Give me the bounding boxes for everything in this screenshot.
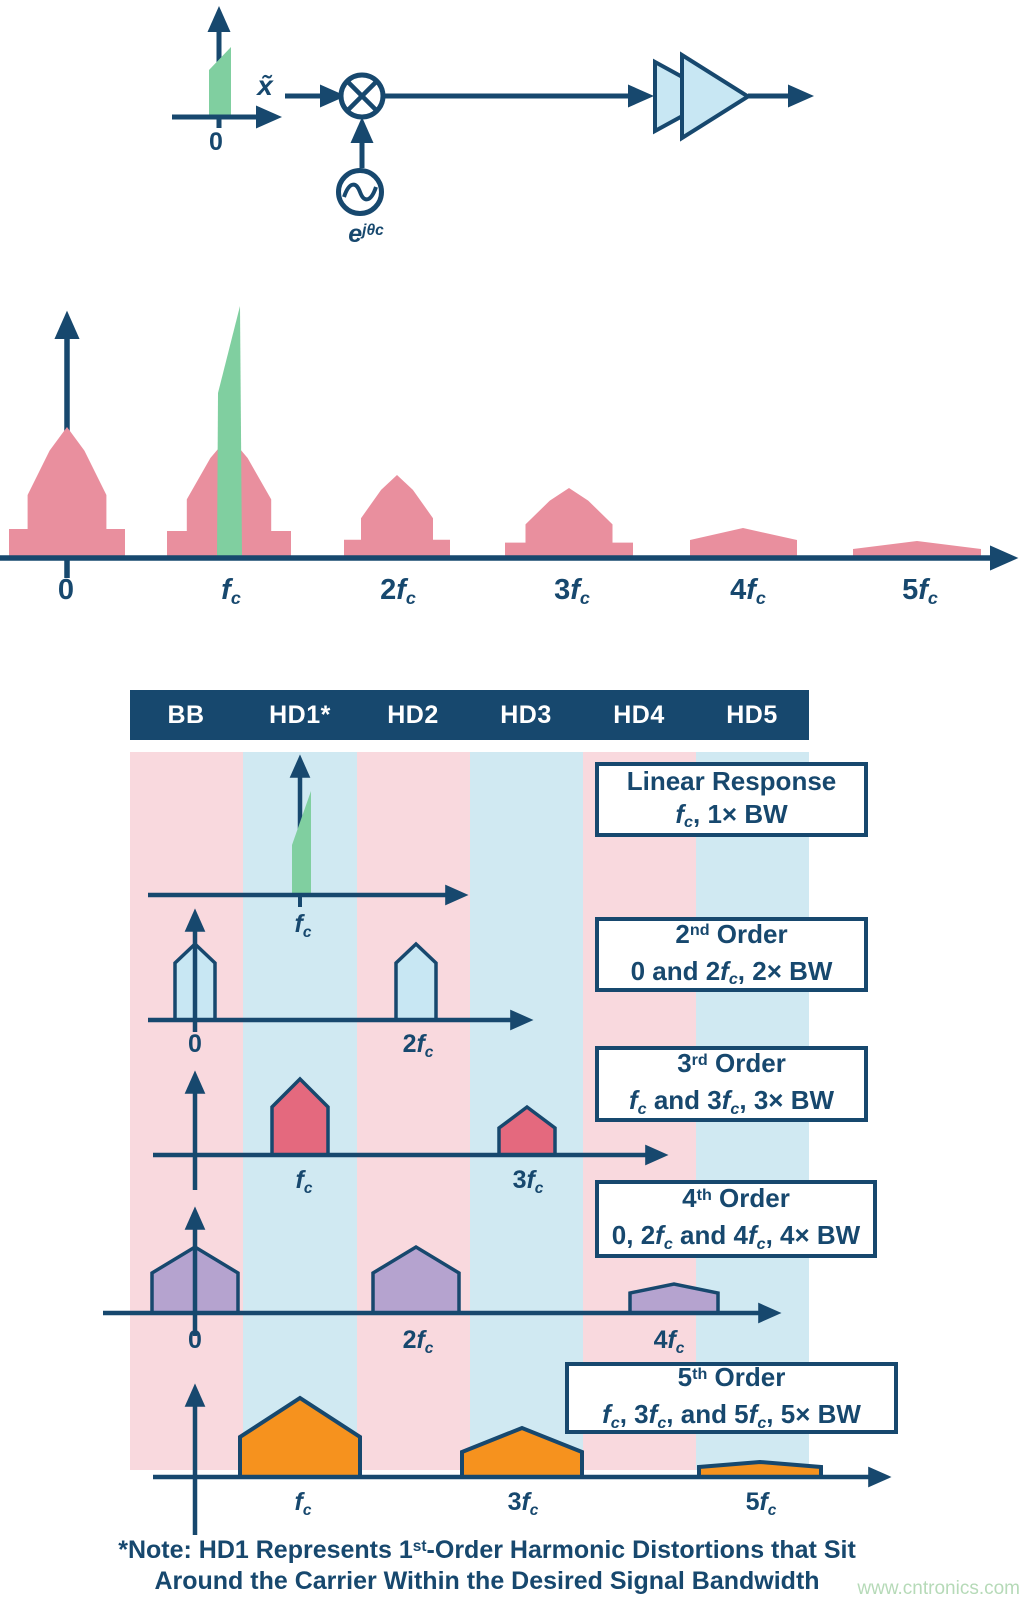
output-spectrum bbox=[0, 306, 1019, 578]
input-signal-label: x̃ bbox=[257, 70, 273, 101]
row3-lobe-3fc bbox=[497, 1104, 557, 1157]
header-hd3: HD3 bbox=[500, 701, 552, 729]
oscillator-label: ejθc bbox=[348, 220, 384, 248]
row4-label-0: 0 bbox=[188, 1326, 202, 1354]
amplifier-icon-front bbox=[680, 51, 752, 142]
spectrum-label-4fc: 4fc bbox=[730, 574, 766, 609]
callout-2nd-line1: 2nd Order bbox=[675, 918, 788, 949]
callout-4th-line1: 4th Order bbox=[682, 1183, 790, 1213]
row1-carrier-green bbox=[292, 791, 311, 895]
row-3rd-order bbox=[153, 1070, 669, 1190]
row4-lobe-4fc bbox=[628, 1282, 720, 1315]
header-hd5: HD5 bbox=[726, 701, 778, 729]
row3-label-fc: fc bbox=[295, 1166, 313, 1197]
callout-3rd-line1: 3rd Order bbox=[677, 1048, 786, 1078]
spectrum-label-3fc: 3fc bbox=[554, 574, 590, 609]
row1-label-fc: fc bbox=[294, 910, 312, 941]
row5-lobe-3fc bbox=[460, 1425, 584, 1479]
mixer-cross-2 bbox=[346, 80, 378, 112]
baseband-signal-green bbox=[209, 47, 231, 117]
row-linear-response bbox=[148, 754, 469, 907]
row-4th-order bbox=[103, 1206, 782, 1336]
row2-label-0: 0 bbox=[188, 1030, 202, 1058]
callout-3rd-order: 3rd Order fc and 3fc, 3× BW bbox=[595, 1046, 868, 1122]
spectrum-lobe-5fc bbox=[853, 541, 981, 558]
header-hd4: HD4 bbox=[613, 701, 665, 729]
baseband-zero-label: 0 bbox=[209, 128, 223, 156]
spectrum-lobe-4fc bbox=[690, 528, 797, 558]
watermark: www.cntronics.com bbox=[857, 1578, 1020, 1599]
row2-label-2fc: 2fc bbox=[402, 1030, 434, 1061]
callout-5th-line2: fc, 3fc, and 5fc, 5× BW bbox=[602, 1399, 861, 1432]
header-bb: BB bbox=[167, 701, 205, 729]
hd-table-header: BB HD1* HD2 HD3 HD4 HD5 bbox=[130, 690, 809, 740]
callout-4th-order: 4th Order 0, 2fc and 4fc, 4× BW bbox=[595, 1180, 877, 1258]
header-hd1: HD1* bbox=[269, 701, 331, 729]
row-5th-order bbox=[153, 1383, 892, 1535]
carrier-signal-green bbox=[217, 306, 242, 558]
spectrum-label-2fc: 2fc bbox=[380, 574, 416, 609]
block-diagram bbox=[172, 6, 814, 216]
row4-lobe-2fc bbox=[371, 1244, 461, 1315]
row4-label-4fc: 4fc bbox=[653, 1326, 685, 1357]
spectrum-lobe-0 bbox=[9, 427, 125, 558]
row5-label-5fc: 5fc bbox=[745, 1488, 777, 1519]
spectrum-label-5fc: 5fc bbox=[902, 574, 938, 609]
band-hd2 bbox=[357, 752, 470, 1470]
band-bb bbox=[130, 752, 243, 1470]
spectrum-label-fc: fc bbox=[221, 574, 241, 609]
sine-wave-icon bbox=[342, 182, 378, 202]
spectrum-lobe-2fc bbox=[344, 475, 450, 558]
callout-2nd-line2: 0 and 2fc, 2× BW bbox=[630, 955, 833, 989]
row3-label-3fc: 3fc bbox=[512, 1166, 544, 1197]
footnote-line1: *Note: HD1 Represents 1st-Order Harmonic… bbox=[118, 1536, 856, 1564]
header-hd2: HD2 bbox=[387, 701, 439, 729]
row5-label-fc: fc bbox=[294, 1488, 312, 1519]
row5-lobe-fc bbox=[238, 1395, 362, 1479]
callout-linear-line1: Linear Response bbox=[626, 765, 837, 796]
row-2nd-order bbox=[148, 908, 534, 1032]
row4-label-2fc: 2fc bbox=[402, 1326, 434, 1357]
callout-2nd-order: 2nd Order 0 and 2fc, 2× BW bbox=[595, 917, 868, 992]
footnote-line2: Around the Carrier Within the Desired Si… bbox=[154, 1567, 820, 1595]
callout-3rd-line2: fc and 3fc, 3× BW bbox=[628, 1085, 835, 1118]
spectrum-lobe-3fc bbox=[505, 488, 633, 558]
row2-lobe-2fc bbox=[394, 941, 438, 1022]
callout-5th-line1: 5th Order bbox=[677, 1362, 786, 1392]
callout-linear-line2: fc, 1× BW bbox=[675, 798, 788, 832]
spectrum-label-0: 0 bbox=[57, 574, 75, 606]
callout-4th-line2: 0, 2fc and 4fc, 4× BW bbox=[611, 1220, 861, 1253]
callout-5th-order: 5th Order fc, 3fc, and 5fc, 5× BW bbox=[565, 1362, 898, 1434]
row5-label-3fc: 3fc bbox=[507, 1488, 539, 1519]
callout-linear-response: Linear Response fc, 1× BW bbox=[595, 762, 868, 837]
row3-lobe-fc bbox=[270, 1076, 330, 1157]
